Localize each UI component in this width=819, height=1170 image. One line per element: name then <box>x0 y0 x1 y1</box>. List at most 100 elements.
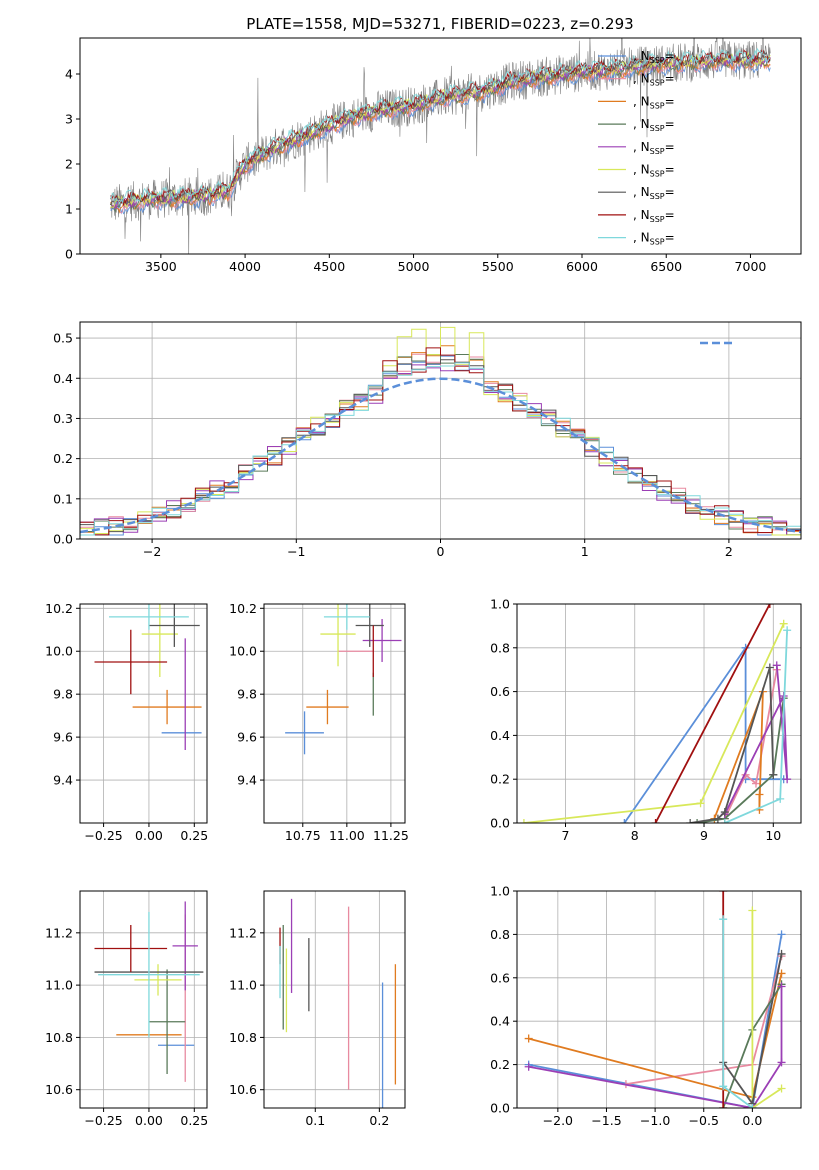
legend-equals: = <box>665 140 675 154</box>
plot-area <box>285 604 402 755</box>
plot-area <box>94 901 204 1082</box>
x-tick-label: 6000 <box>566 259 598 274</box>
axes-frame <box>79 603 208 824</box>
legend-entry: , NSSP= <box>633 94 675 110</box>
x-tick-label: 0.0 <box>742 1113 762 1128</box>
x-tick-label: 10 <box>765 828 781 843</box>
x-tick-label: −2 <box>143 544 161 559</box>
histogram-4 <box>80 364 801 536</box>
legend-prefix: , N <box>633 49 650 63</box>
y-tick-label: 0.8 <box>490 640 510 655</box>
legend-equals: = <box>665 72 675 86</box>
legend-equals: = <box>665 163 675 177</box>
y-tick-label: 0.0 <box>490 1101 510 1116</box>
y-tick-label: 10.0 <box>45 644 73 659</box>
x-tick-label: −1.5 <box>591 1113 621 1128</box>
weight-marker <box>755 790 764 799</box>
axes: 0.1 0.2 10.6 10.8 11.0 11.2 <box>229 890 406 1128</box>
weight-series-8 <box>722 919 753 1108</box>
model-line-6 <box>109 50 771 207</box>
legend-prefix: , N <box>633 94 650 108</box>
figure-title: PLATE=1558, MJD=53271, FIBERID=0223, z=0… <box>246 15 633 33</box>
histogram-8 <box>80 362 801 536</box>
weight-marker <box>719 915 728 924</box>
legend-equals: = <box>665 117 675 131</box>
weight-marker <box>772 661 781 670</box>
x-tick-label: 0.25 <box>180 1113 208 1128</box>
weight-marker <box>719 1104 728 1108</box>
axes: 7 8 9 10 0.0 0.2 0.4 0.6 0.8 1.0 <box>490 597 802 843</box>
weight-marker <box>777 969 786 978</box>
legend-subscript: SSP <box>650 192 665 201</box>
axes-frame <box>263 890 406 1109</box>
y-tick-label: 0.2 <box>490 772 510 787</box>
legend-entry: , NSSP= <box>633 231 675 247</box>
x-tick-label: 11.00 <box>329 828 365 843</box>
x-tick-label: 0.1 <box>305 1113 325 1128</box>
x-tick-label: 1 <box>581 544 589 559</box>
x-tick-label: 0.00 <box>135 828 163 843</box>
weight-series-0 <box>623 644 784 823</box>
y-tick-label: 1.0 <box>490 597 510 612</box>
x-tick-label: −1 <box>287 544 305 559</box>
legend-prefix: , N <box>633 117 650 131</box>
legend-entry: , NSSP= <box>633 208 675 224</box>
legend-subscript: SSP <box>650 170 665 179</box>
axes-frame <box>516 890 802 1109</box>
plot-area <box>80 326 801 536</box>
legend-subscript: SSP <box>650 101 665 110</box>
legend-equals: = <box>665 208 675 222</box>
y-tick-label: 10.8 <box>45 1030 73 1045</box>
x-tick-label: 5500 <box>482 259 514 274</box>
y-tick-label: 0 <box>65 247 73 262</box>
axes-frame <box>79 890 208 1109</box>
x-tick-label: 10.75 <box>285 828 321 843</box>
weight-marker <box>748 1104 757 1108</box>
histogram-7 <box>80 347 801 536</box>
legend-subscript: SSP <box>650 56 665 65</box>
weight-marker <box>777 949 786 958</box>
weight-marker <box>720 808 729 817</box>
spectrum-legend: , NSSP=, NSSP=, NSSP=, NSSP=, NSSP=, NSS… <box>598 49 675 247</box>
y-tick-label: 10.6 <box>45 1082 73 1097</box>
weight-marker <box>777 1058 786 1067</box>
y-tick-label: 9.8 <box>237 687 257 702</box>
x-tick-label: 0 <box>437 544 445 559</box>
y-tick-label: 0.6 <box>490 970 510 985</box>
y-tick-label: 0.4 <box>53 371 73 386</box>
axes: 3500 4000 4500 5000 5500 6000 6500 7000 0 1 2 3 4 <box>65 37 802 274</box>
weight-marker <box>651 819 660 823</box>
weight-marker <box>720 819 729 823</box>
y-tick-label: 1.0 <box>490 884 510 899</box>
y-tick-label: 9.6 <box>53 730 73 745</box>
y-tick-label: 0.6 <box>490 684 510 699</box>
weight-marker <box>748 906 757 915</box>
y-tick-label: 4 <box>65 67 73 82</box>
legend-equals: = <box>665 49 675 63</box>
y-tick-label: 9.4 <box>53 773 73 788</box>
weight-marker <box>777 930 786 939</box>
y-tick-label: 0.2 <box>53 451 73 466</box>
weight-marker <box>686 819 695 823</box>
weight-marker <box>765 663 774 672</box>
weight-series-1 <box>723 669 778 819</box>
weight-marker <box>765 604 774 608</box>
plot-area <box>94 604 202 750</box>
panel-residuals: −2 −1 0 1 2 0.0 0.1 0.2 0.3 0.4 0.5 <box>53 321 802 559</box>
x-tick-label: 3500 <box>145 259 177 274</box>
panel-z-age: −0.25 0.00 0.25 9.4 9.6 9.8 10.0 10.2 <box>45 601 208 843</box>
y-tick-label: 9.8 <box>53 687 73 702</box>
panel-weights-z: −2.0 −1.5 −1.0 −0.5 0.0 0.0 0.2 0.4 0.6 0.8 1.0 <box>490 884 802 1128</box>
plot-area <box>524 891 786 1108</box>
x-tick-label: 11.25 <box>373 828 409 843</box>
gaussian-curve <box>80 377 801 534</box>
weight-marker <box>719 1082 728 1091</box>
plot-area <box>109 38 771 254</box>
x-tick-label: 2 <box>725 544 733 559</box>
legend-entry: , NSSP= <box>633 163 675 179</box>
plot-area <box>519 604 792 823</box>
weight-marker <box>783 775 792 784</box>
legend-entry: , NSSP= <box>633 185 675 201</box>
y-tick-label: 0.4 <box>490 728 510 743</box>
